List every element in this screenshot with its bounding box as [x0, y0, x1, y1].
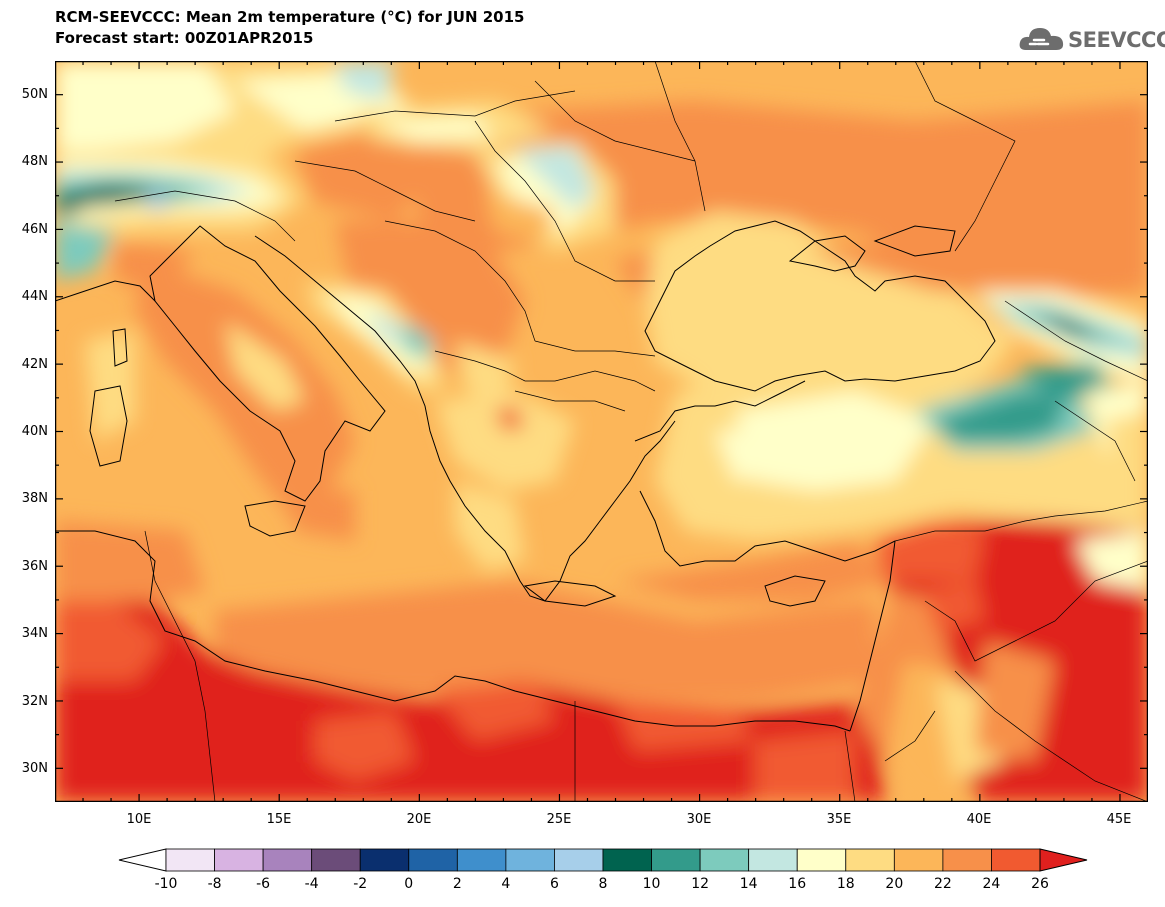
- colorbar-swatch: [602, 848, 652, 872]
- lat-label: 36N: [21, 559, 48, 574]
- colorbar-swatch: [893, 848, 944, 872]
- colorbar-swatch: [796, 848, 847, 872]
- colorbar-label: 22: [933, 876, 952, 892]
- colorbar-label: 16: [788, 876, 807, 892]
- colorbar-swatch: [942, 848, 992, 872]
- lat-label: 40N: [21, 424, 48, 439]
- lat-label: 48N: [21, 154, 48, 169]
- country-borders: [114, 61, 1148, 802]
- lon-label: 15E: [266, 812, 292, 827]
- colorbar-swatch: [845, 848, 895, 872]
- colorbar-swatch: [456, 848, 507, 872]
- cloud-icon: [1019, 28, 1064, 50]
- colorbar-label: 2: [452, 876, 462, 892]
- lon-label: 10E: [126, 812, 152, 827]
- colorbar-swatch: [359, 848, 410, 872]
- colorbar-swatch: [991, 848, 1041, 872]
- colorbar-high-arrow: [1039, 848, 1088, 872]
- colorbar-swatch: [554, 848, 604, 872]
- colorbar-swatch: [262, 848, 313, 872]
- colorbar-label: -6: [256, 876, 271, 892]
- lat-label: 32N: [21, 694, 48, 709]
- colorbar-swatch: [699, 848, 750, 872]
- map-title: RCM-SEEVCCC: Mean 2m temperature (°C) fo…: [55, 8, 525, 26]
- lon-label: 30E: [686, 812, 712, 827]
- colorbar-label: -4: [304, 876, 319, 892]
- lat-label: 44N: [21, 289, 48, 304]
- colorbar-swatch: [311, 848, 361, 872]
- lon-label: 25E: [546, 812, 572, 827]
- lat-label: 42N: [21, 357, 48, 372]
- colorbar-label: 20: [885, 876, 904, 892]
- lat-label: 34N: [21, 626, 48, 641]
- coastlines: [55, 220, 996, 732]
- lat-label: 38N: [21, 491, 48, 506]
- colorbar-label: 12: [691, 876, 710, 892]
- colorbar-low-arrow: [118, 848, 167, 872]
- colorbar-swatch: [165, 848, 215, 872]
- colorbar-label: 26: [1031, 876, 1049, 892]
- colorbar-swatch: [505, 848, 555, 872]
- logo-text: SEEVCCC: [1068, 28, 1165, 52]
- temperature-map: [55, 61, 1148, 802]
- lat-label: 46N: [21, 222, 48, 237]
- forecast-start-label: Forecast start: 00Z01APR2015: [55, 29, 314, 47]
- colorbar-label: 6: [549, 876, 559, 892]
- colorbar: [118, 848, 1088, 872]
- colorbar-label: 0: [404, 876, 414, 892]
- lon-label: 35E: [826, 812, 852, 827]
- lat-label: 30N: [21, 761, 48, 776]
- colorbar-label: 4: [501, 876, 511, 892]
- colorbar-swatch: [651, 848, 701, 872]
- lat-label: 50N: [21, 87, 48, 102]
- lon-label: 40E: [966, 812, 992, 827]
- colorbar-label: 10: [642, 876, 661, 892]
- colorbar-label: -8: [207, 876, 222, 892]
- colorbar-label: -10: [154, 876, 178, 892]
- colorbar-swatch: [408, 848, 458, 872]
- colorbar-label: 24: [982, 876, 1001, 892]
- lon-label: 45E: [1106, 812, 1132, 827]
- lon-label: 20E: [406, 812, 432, 827]
- colorbar-label: 8: [598, 876, 608, 892]
- axis-ticks: [55, 61, 1148, 802]
- colorbar-swatch: [214, 848, 264, 872]
- colorbar-swatch: [748, 848, 798, 872]
- colorbar-label: -2: [353, 876, 368, 892]
- colorbar-label: 14: [739, 876, 758, 892]
- seevccc-logo: SEEVCCC: [1018, 22, 1165, 56]
- colorbar-label: 18: [836, 876, 855, 892]
